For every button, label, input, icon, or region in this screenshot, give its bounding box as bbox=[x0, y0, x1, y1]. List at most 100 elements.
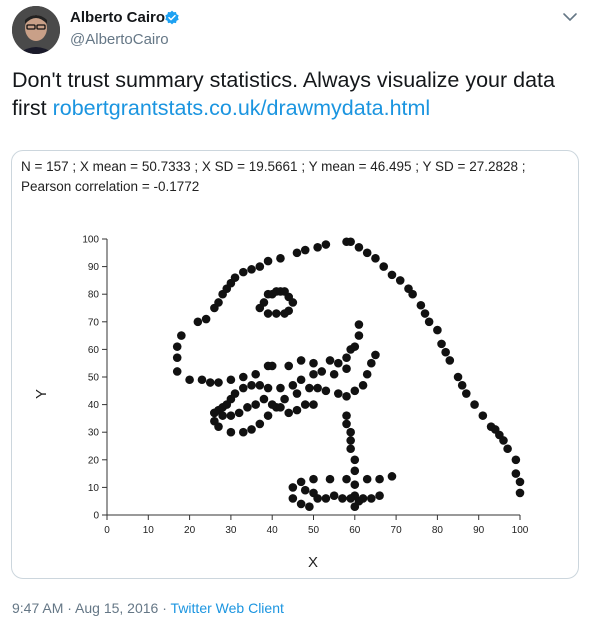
data-point bbox=[387, 270, 397, 280]
data-point bbox=[255, 419, 265, 429]
scatter-plot: 0 10 20 30 40 50 60 70 80 90 100 0 10 20 30 40 50 60 70 80 9… bbox=[33, 235, 529, 572]
data-point bbox=[177, 331, 186, 340]
y-tick-label: 50 bbox=[88, 373, 100, 384]
data-point bbox=[210, 408, 219, 418]
data-point bbox=[238, 383, 248, 393]
y-tick-label: 0 bbox=[93, 511, 99, 522]
data-point bbox=[255, 262, 265, 271]
tweet-link[interactable]: robertgrantstats.co.uk/drawmydata.html bbox=[52, 96, 431, 120]
x-tick-label: 40 bbox=[267, 525, 279, 536]
data-point bbox=[342, 474, 351, 484]
data-point bbox=[172, 342, 182, 351]
data-point bbox=[267, 361, 277, 371]
data-point bbox=[346, 494, 355, 503]
y-tick-label: 10 bbox=[88, 483, 100, 494]
data-point bbox=[276, 383, 285, 393]
chart-points bbox=[172, 237, 525, 512]
y-tick-label: 30 bbox=[88, 428, 100, 439]
x-tick-label: 60 bbox=[349, 525, 361, 536]
data-point bbox=[478, 411, 488, 420]
data-point bbox=[408, 289, 417, 299]
data-point bbox=[350, 386, 360, 396]
data-point bbox=[379, 262, 389, 271]
data-point bbox=[342, 353, 351, 362]
tweet-meta: 9:47 AM · Aug 15, 2016 · Twitter Web Cli… bbox=[12, 600, 284, 616]
y-tick-label: 20 bbox=[88, 455, 100, 466]
data-point bbox=[305, 502, 314, 512]
data-point bbox=[205, 378, 215, 387]
avatar[interactable] bbox=[12, 6, 60, 54]
y-tick-label: 70 bbox=[88, 317, 100, 328]
data-point bbox=[346, 237, 355, 247]
data-point bbox=[276, 403, 285, 412]
data-point bbox=[238, 267, 248, 277]
data-point bbox=[371, 254, 380, 263]
x-tick-label: 100 bbox=[512, 525, 529, 536]
data-point bbox=[251, 400, 260, 409]
x-tick-label: 50 bbox=[308, 525, 320, 536]
y-tick-label: 60 bbox=[88, 345, 100, 356]
data-point bbox=[201, 314, 211, 324]
data-point bbox=[362, 369, 372, 379]
data-point bbox=[288, 298, 298, 307]
x-tick-label: 70 bbox=[391, 525, 403, 536]
x-tick-label: 90 bbox=[473, 525, 485, 536]
data-point bbox=[375, 474, 384, 484]
data-point bbox=[263, 383, 273, 393]
author-handle[interactable]: @AlbertoCairo bbox=[70, 31, 169, 48]
data-point bbox=[358, 380, 368, 390]
data-point bbox=[354, 331, 364, 340]
data-point bbox=[309, 369, 318, 379]
data-point bbox=[354, 242, 364, 252]
data-point bbox=[367, 494, 376, 503]
data-point bbox=[238, 427, 248, 437]
data-point bbox=[305, 383, 314, 393]
data-point bbox=[325, 356, 335, 365]
timestamp[interactable]: 9:47 AM · Aug 15, 2016 bbox=[12, 600, 159, 616]
data-point bbox=[234, 408, 244, 418]
data-point bbox=[453, 372, 463, 382]
data-point bbox=[280, 309, 289, 318]
meta-separator: · bbox=[158, 600, 171, 616]
data-point bbox=[333, 358, 343, 368]
data-point bbox=[441, 347, 450, 357]
data-point bbox=[342, 392, 351, 401]
data-point bbox=[329, 491, 339, 500]
data-point bbox=[342, 419, 351, 429]
data-point bbox=[309, 400, 318, 409]
client-link[interactable]: Twitter Web Client bbox=[170, 600, 284, 616]
data-point bbox=[280, 394, 289, 404]
data-point bbox=[255, 303, 265, 313]
data-point bbox=[424, 317, 434, 327]
data-point bbox=[515, 488, 525, 498]
data-point bbox=[172, 367, 182, 376]
data-point bbox=[226, 427, 236, 437]
data-point bbox=[511, 469, 521, 478]
data-point bbox=[263, 256, 273, 266]
chevron-down-icon[interactable] bbox=[560, 9, 580, 25]
data-point bbox=[284, 361, 294, 371]
data-point bbox=[218, 411, 227, 420]
x-tick-label: 10 bbox=[143, 525, 155, 536]
data-point bbox=[296, 356, 306, 365]
data-point bbox=[288, 483, 298, 492]
data-point bbox=[267, 400, 277, 409]
data-point bbox=[371, 350, 380, 360]
data-point bbox=[433, 325, 442, 335]
author-name[interactable]: Alberto Cairo bbox=[70, 9, 166, 26]
data-point bbox=[325, 474, 335, 484]
data-point bbox=[247, 425, 256, 434]
data-point bbox=[499, 436, 508, 445]
data-point bbox=[470, 400, 479, 409]
data-point bbox=[292, 405, 302, 415]
data-point bbox=[375, 491, 384, 500]
data-point bbox=[214, 422, 223, 431]
summary-statistics: N = 157 ; X mean = 50.7333 ; X SD = 19.5… bbox=[21, 157, 573, 197]
data-point bbox=[230, 389, 240, 398]
x-tick-label: 0 bbox=[104, 525, 110, 536]
avatar-photo-icon bbox=[12, 6, 60, 54]
data-point bbox=[321, 494, 331, 503]
data-point bbox=[342, 364, 351, 374]
data-point bbox=[437, 339, 446, 349]
media-card[interactable]: N = 157 ; X mean = 50.7333 ; X SD = 19.5… bbox=[11, 150, 579, 579]
